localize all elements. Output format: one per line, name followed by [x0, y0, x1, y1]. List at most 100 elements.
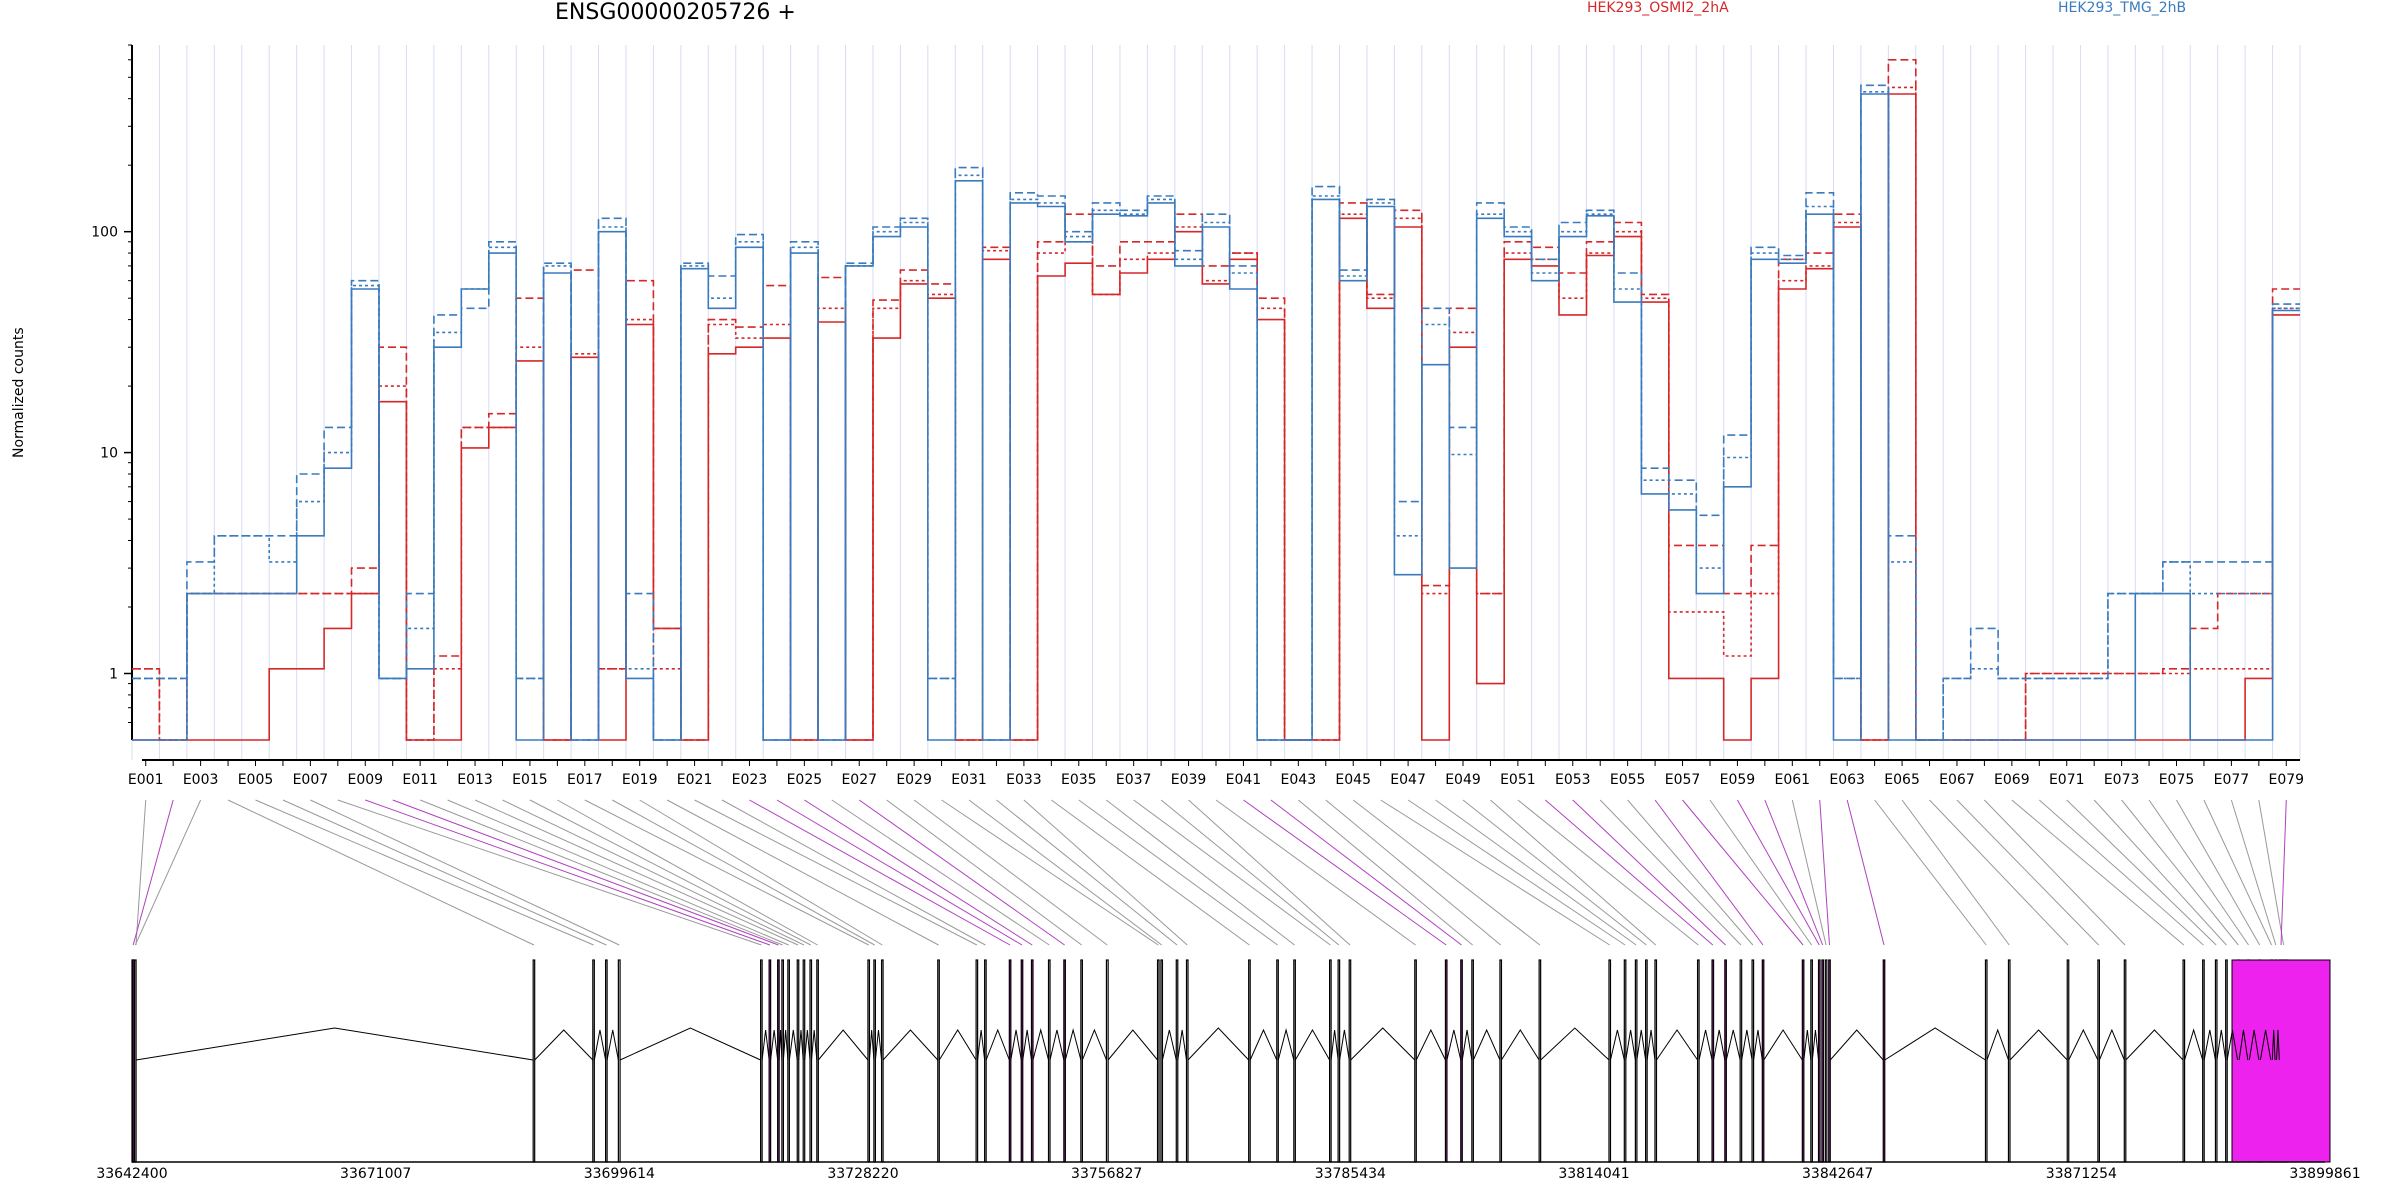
- exon-connector: [776, 799, 1023, 946]
- exon-connector: [1352, 799, 1541, 946]
- exon-connector: [557, 799, 818, 946]
- intron-line: [1249, 1028, 1278, 1061]
- series-line-4: [132, 84, 2300, 741]
- exon-box: [604, 959, 608, 1163]
- exon-connector: [2038, 799, 2204, 946]
- intron-line: [534, 1029, 594, 1061]
- intron-line: [1187, 1027, 1250, 1061]
- exon-box: [2231, 959, 2331, 1163]
- exon-box: [532, 959, 536, 1163]
- exon-box: [1047, 959, 1051, 1163]
- exon-connector: [282, 799, 607, 946]
- exon-connector: [2203, 799, 2273, 946]
- exon-box: [1020, 959, 1024, 1163]
- genomic-tick-label: 33785434: [1315, 1166, 1386, 1182]
- intron-line: [1986, 1028, 2009, 1061]
- exon-connector: [1133, 799, 1331, 946]
- exon-label: E015: [512, 772, 548, 788]
- exon-connector: [1599, 799, 1742, 946]
- series-line-3: [132, 93, 2300, 741]
- exon-connector: [1407, 799, 1626, 946]
- series-line-6: [132, 93, 2300, 741]
- exon-box: [1348, 959, 1352, 1163]
- exon-connector: [804, 799, 1033, 946]
- exon-connector: [1380, 799, 1611, 946]
- intron-line: [1829, 1029, 1884, 1061]
- intron-line: [985, 1028, 1010, 1061]
- exon-connector: [392, 799, 779, 946]
- intron-line: [804, 1029, 811, 1061]
- exon-box: [1801, 959, 1805, 1163]
- intron-line: [2259, 1029, 2272, 1061]
- exon-label: E021: [677, 772, 713, 788]
- exon-box: [781, 959, 785, 1163]
- y-tick-label: 100: [91, 225, 118, 241]
- exon-box: [975, 959, 979, 1163]
- intron-line: [2226, 1029, 2239, 1061]
- intron-line: [1713, 1029, 1726, 1061]
- exon-connector: [1627, 799, 1754, 946]
- exon-box: [1105, 959, 1109, 1163]
- genomic-tick-label: 33728220: [827, 1166, 898, 1182]
- exon-box: [1063, 959, 1066, 1163]
- exon-connector: [1764, 799, 1824, 946]
- exon-label: E045: [1335, 772, 1371, 788]
- exon-connector: [2258, 799, 2285, 946]
- exon-box: [1499, 959, 1503, 1163]
- exon-label: E039: [1171, 772, 1207, 788]
- intron-line: [2009, 1029, 2068, 1061]
- exon-label: E031: [951, 772, 987, 788]
- exon-box: [1460, 959, 1463, 1163]
- intron-line: [782, 1029, 789, 1061]
- genomic-tick-label: 33642400: [96, 1166, 167, 1182]
- intron-line: [1032, 1028, 1049, 1061]
- exon-box: [816, 959, 819, 1163]
- exon-label: E053: [1555, 772, 1591, 788]
- exon-box: [1175, 959, 1179, 1163]
- exon-connector: [1682, 799, 1804, 946]
- exon-connector: [941, 799, 1159, 946]
- exon-connector: [419, 799, 783, 946]
- intron-line: [606, 1029, 619, 1061]
- intron-line: [1010, 1029, 1022, 1061]
- exon-label: E025: [787, 772, 823, 788]
- exon-connector: [1544, 799, 1714, 946]
- intron-line: [1350, 1027, 1416, 1061]
- exon-connector: [227, 799, 535, 946]
- exon-box: [1337, 959, 1341, 1163]
- exon-label: E001: [128, 772, 164, 788]
- exon-connector: [1736, 799, 1820, 946]
- exon-label: E041: [1226, 772, 1262, 788]
- exon-connector: [2280, 799, 2287, 946]
- exon-box: [880, 959, 884, 1163]
- intron-line: [1884, 1027, 1986, 1061]
- intron-line: [882, 1029, 939, 1061]
- exon-label: E035: [1061, 772, 1097, 788]
- exon-box: [809, 959, 813, 1163]
- intron-line: [874, 1029, 883, 1061]
- exon-connector: [2121, 799, 2239, 946]
- exon-connector: [337, 799, 762, 946]
- exon-label: E059: [1720, 772, 1756, 788]
- intron-line: [1741, 1029, 1753, 1061]
- exon-box: [1293, 959, 1296, 1163]
- intron-line: [1803, 1029, 1812, 1061]
- intron-line: [1339, 1029, 1350, 1061]
- exon-connector: [612, 799, 875, 946]
- exon-label: E077: [2214, 772, 2250, 788]
- exon-box: [1156, 959, 1160, 1163]
- exon-box: [2214, 959, 2218, 1163]
- intron-line: [1698, 1029, 1713, 1061]
- series-line-2: [132, 86, 2300, 741]
- exon-label: E071: [2049, 772, 2085, 788]
- exon-label: E061: [1775, 772, 1811, 788]
- exon-connector: [913, 799, 1108, 946]
- exon-label: E005: [238, 772, 274, 788]
- intron-line: [1636, 1029, 1647, 1061]
- exon-box: [760, 959, 763, 1163]
- exon-box: [1623, 959, 1627, 1163]
- intron-line: [2276, 1029, 2280, 1061]
- exon-connector: [1929, 799, 2069, 946]
- intron-line: [938, 1029, 977, 1061]
- intron-line: [778, 1029, 783, 1061]
